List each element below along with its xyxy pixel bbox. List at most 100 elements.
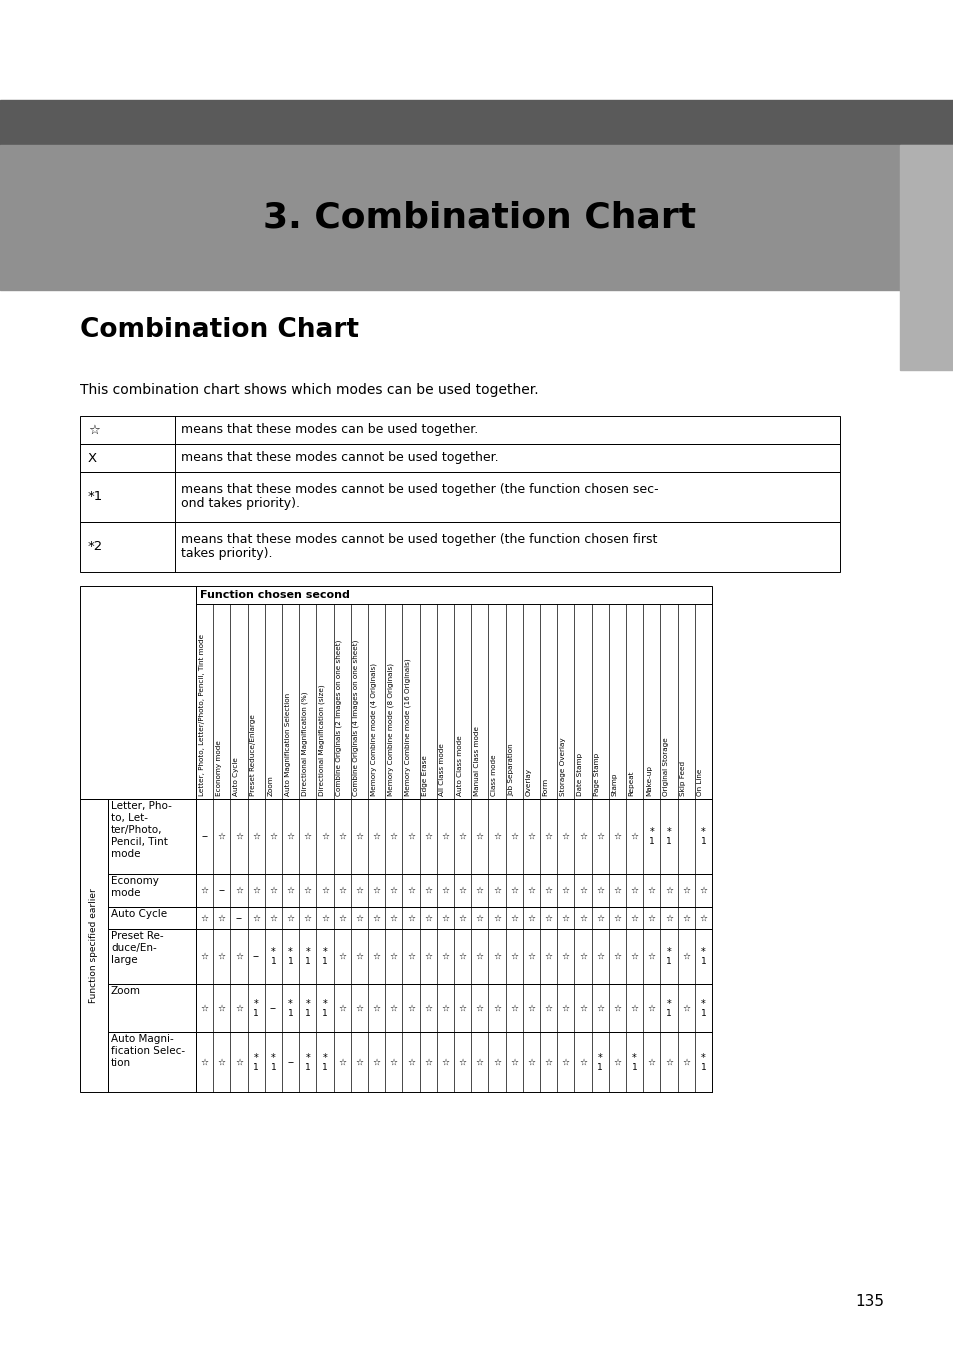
Text: Repeat: Repeat xyxy=(628,770,634,796)
Text: ☆: ☆ xyxy=(390,913,397,923)
Text: ☆: ☆ xyxy=(355,913,363,923)
Text: ☆: ☆ xyxy=(390,1058,397,1066)
Text: ☆: ☆ xyxy=(337,832,346,842)
Text: ☆: ☆ xyxy=(596,886,603,894)
Text: ☆: ☆ xyxy=(337,1004,346,1012)
Text: 1: 1 xyxy=(288,957,294,966)
Text: ☆: ☆ xyxy=(527,886,535,894)
Bar xyxy=(108,1032,195,1092)
Text: *: * xyxy=(271,1052,275,1063)
Text: Preset Re-
duce/En-
large: Preset Re- duce/En- large xyxy=(111,931,164,965)
Text: ☆: ☆ xyxy=(664,913,673,923)
Text: ☆: ☆ xyxy=(578,832,586,842)
Text: ☆: ☆ xyxy=(561,886,569,894)
Text: ☆: ☆ xyxy=(390,1004,397,1012)
Text: 1: 1 xyxy=(665,838,671,846)
Text: ☆: ☆ xyxy=(355,1004,363,1012)
Text: Zoom: Zoom xyxy=(267,775,274,796)
Text: Letter, Pho-
to, Let-
ter/Photo,
Pencil, Tint
mode: Letter, Pho- to, Let- ter/Photo, Pencil,… xyxy=(111,801,172,859)
Text: ☆: ☆ xyxy=(234,832,243,842)
Text: ☆: ☆ xyxy=(578,952,586,961)
Text: ☆: ☆ xyxy=(510,952,517,961)
Text: 1: 1 xyxy=(271,1062,276,1071)
Text: Skip Feed: Skip Feed xyxy=(679,761,685,796)
Text: ☆: ☆ xyxy=(493,886,500,894)
Text: ☆: ☆ xyxy=(681,913,690,923)
Bar xyxy=(80,798,108,1092)
Text: ☆: ☆ xyxy=(373,886,380,894)
Text: ☆: ☆ xyxy=(407,832,415,842)
Text: ☆: ☆ xyxy=(544,913,552,923)
Text: ☆: ☆ xyxy=(407,952,415,961)
Text: 1: 1 xyxy=(253,1062,259,1071)
Text: ☆: ☆ xyxy=(527,1004,535,1012)
Text: --: -- xyxy=(270,1002,276,1013)
Text: ☆: ☆ xyxy=(441,913,449,923)
Text: ☆: ☆ xyxy=(510,913,517,923)
Text: ☆: ☆ xyxy=(561,952,569,961)
Text: Memory Combine mode (16 Originals): Memory Combine mode (16 Originals) xyxy=(404,658,411,796)
Bar xyxy=(108,929,195,984)
Text: *: * xyxy=(271,947,275,958)
Text: Combine Originals (2 Images on one sheet): Combine Originals (2 Images on one sheet… xyxy=(335,639,342,796)
Text: ☆: ☆ xyxy=(390,832,397,842)
Text: This combination chart shows which modes can be used together.: This combination chart shows which modes… xyxy=(80,382,538,397)
Text: ☆: ☆ xyxy=(234,952,243,961)
Text: ☆: ☆ xyxy=(493,1004,500,1012)
Text: ☆: ☆ xyxy=(596,832,603,842)
Text: Directional Magnification (size): Directional Magnification (size) xyxy=(318,685,325,796)
Text: ☆: ☆ xyxy=(200,886,209,894)
Bar xyxy=(80,586,195,798)
Text: ☆: ☆ xyxy=(476,886,483,894)
Text: 3. Combination Chart: 3. Combination Chart xyxy=(263,201,696,235)
Text: ☆: ☆ xyxy=(373,913,380,923)
Text: 1: 1 xyxy=(631,1062,637,1071)
Bar xyxy=(0,145,953,290)
Text: *: * xyxy=(305,1052,310,1063)
Text: ☆: ☆ xyxy=(613,832,620,842)
Text: ☆: ☆ xyxy=(458,1004,466,1012)
Text: ☆: ☆ xyxy=(699,913,707,923)
Text: 1: 1 xyxy=(322,1062,328,1071)
Text: ☆: ☆ xyxy=(200,1004,209,1012)
Text: ☆: ☆ xyxy=(647,886,655,894)
Text: ☆: ☆ xyxy=(390,886,397,894)
Text: Letter, Photo, Letter/Photo, Pencil, Tint mode: Letter, Photo, Letter/Photo, Pencil, Tin… xyxy=(198,634,204,796)
Text: ☆: ☆ xyxy=(476,952,483,961)
Text: ☆: ☆ xyxy=(493,913,500,923)
Text: ☆: ☆ xyxy=(217,832,226,842)
Text: ☆: ☆ xyxy=(390,952,397,961)
Text: *: * xyxy=(305,998,310,1009)
Text: ☆: ☆ xyxy=(441,886,449,894)
Text: *1: *1 xyxy=(88,490,103,504)
Bar xyxy=(108,874,195,907)
Text: ☆: ☆ xyxy=(647,1058,655,1066)
Text: ☆: ☆ xyxy=(373,1058,380,1066)
Text: ☆: ☆ xyxy=(596,1004,603,1012)
Text: --: -- xyxy=(235,913,242,923)
Text: *: * xyxy=(666,828,671,838)
Text: Economy
mode: Economy mode xyxy=(111,875,159,898)
Text: ☆: ☆ xyxy=(286,886,294,894)
Text: ☆: ☆ xyxy=(647,1004,655,1012)
Text: ☆: ☆ xyxy=(200,1058,209,1066)
Text: --: -- xyxy=(218,885,225,896)
Text: ☆: ☆ xyxy=(337,1058,346,1066)
Text: ☆: ☆ xyxy=(355,952,363,961)
Text: *: * xyxy=(253,1052,258,1063)
Text: ☆: ☆ xyxy=(561,1004,569,1012)
Text: Page Stamp: Page Stamp xyxy=(594,753,599,796)
Text: Auto Cycle: Auto Cycle xyxy=(111,909,167,919)
Text: ☆: ☆ xyxy=(510,886,517,894)
Text: ☆: ☆ xyxy=(630,952,638,961)
Text: 1: 1 xyxy=(322,957,328,966)
Text: ☆: ☆ xyxy=(441,952,449,961)
Text: Auto Magnification Selection: Auto Magnification Selection xyxy=(284,693,291,796)
Bar xyxy=(899,145,953,370)
Text: ☆: ☆ xyxy=(441,1058,449,1066)
Text: Class mode: Class mode xyxy=(491,754,497,796)
Text: ☆: ☆ xyxy=(476,832,483,842)
Text: ☆: ☆ xyxy=(200,952,209,961)
Text: *: * xyxy=(700,947,705,958)
Text: 1: 1 xyxy=(288,1008,294,1017)
